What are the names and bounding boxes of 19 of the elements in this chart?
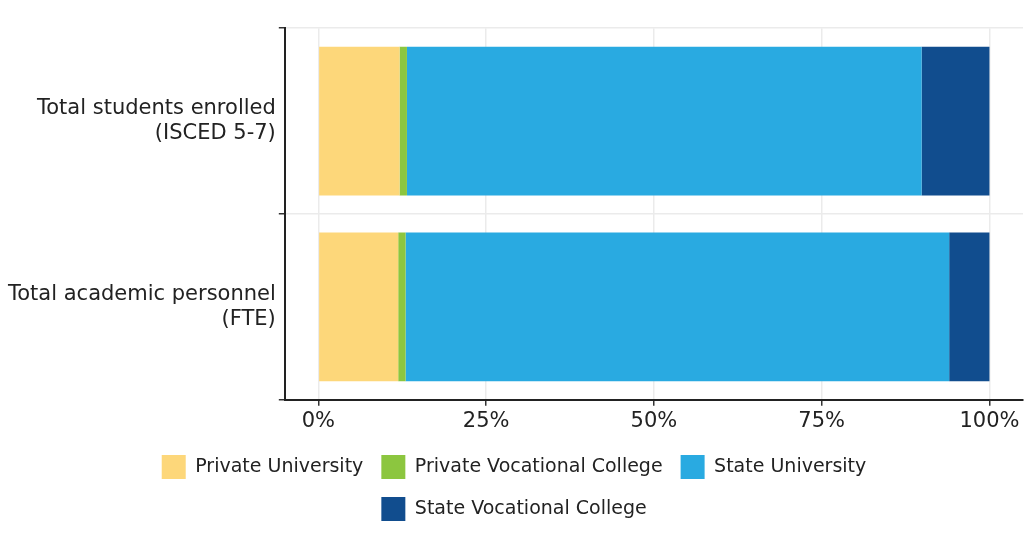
legend-label: State Vocational College	[414, 495, 647, 518]
legend-label: Private University	[195, 453, 364, 476]
bar	[319, 46, 400, 196]
legend-label: State University	[714, 453, 867, 476]
bar	[399, 46, 407, 196]
bar	[949, 232, 990, 382]
x-tick-label: 75%	[798, 407, 846, 432]
bar	[319, 232, 399, 382]
y-tick-label: Total students enrolled (ISCED 5-7)	[36, 94, 276, 145]
x-tick-label: 0%	[301, 407, 336, 432]
legend-label: Private Vocational College	[414, 453, 663, 476]
bar	[921, 46, 990, 196]
bar	[406, 46, 922, 196]
bar	[398, 232, 406, 382]
x-tick-label: 50%	[630, 407, 678, 432]
x-tick-label: 25%	[462, 407, 510, 432]
bar	[405, 232, 950, 382]
y-tick-label: Total academic personnel (FTE)	[7, 280, 276, 330]
x-tick-label: 100%	[959, 407, 1020, 432]
